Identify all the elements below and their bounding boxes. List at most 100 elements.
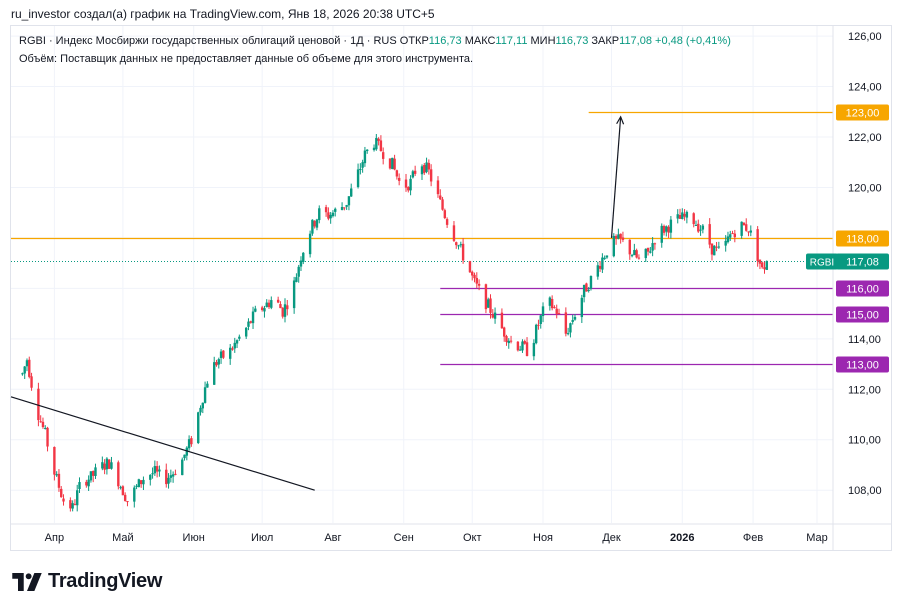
candle-body bbox=[637, 257, 641, 259]
legend-high-value: 117,11 bbox=[495, 35, 528, 47]
candle-body bbox=[758, 259, 762, 264]
candle-body bbox=[201, 402, 204, 409]
price-line-labels: 123,00 118,00 116,00 115,00 113,00 RGBI 117,08 bbox=[806, 104, 889, 373]
candle-body bbox=[660, 225, 663, 243]
candle-body bbox=[318, 208, 321, 221]
candle-body bbox=[229, 347, 232, 359]
grid bbox=[11, 26, 833, 523]
candle-body bbox=[548, 297, 552, 306]
candle-body bbox=[614, 236, 618, 239]
candle-body bbox=[644, 248, 647, 259]
candle-body bbox=[199, 407, 202, 413]
candle-body bbox=[375, 137, 378, 150]
candle-body bbox=[381, 152, 385, 159]
candle-body bbox=[295, 277, 298, 282]
candle-body bbox=[217, 359, 220, 365]
candle-body bbox=[761, 262, 764, 268]
candle-body bbox=[692, 213, 695, 225]
candle-body bbox=[308, 233, 312, 255]
candle-body bbox=[135, 485, 138, 487]
candle-body bbox=[411, 171, 415, 178]
candle-body bbox=[461, 243, 465, 261]
candle-body bbox=[238, 336, 241, 339]
candle-body bbox=[731, 233, 734, 235]
candle-body bbox=[57, 473, 61, 488]
candle-body bbox=[73, 503, 77, 505]
candle-body bbox=[254, 308, 257, 312]
candle-body bbox=[564, 312, 568, 334]
price-line-tag-text: 115,00 bbox=[846, 310, 879, 322]
candle-body bbox=[537, 324, 540, 326]
candle-body bbox=[105, 458, 109, 470]
x-tick-label: Авг bbox=[324, 532, 341, 544]
candle-body bbox=[126, 501, 129, 503]
candle-body bbox=[119, 487, 122, 489]
candle-body bbox=[76, 490, 79, 506]
candle-body bbox=[694, 224, 698, 226]
candle-body bbox=[103, 463, 106, 470]
candle-body bbox=[587, 289, 590, 291]
candle-body bbox=[534, 324, 538, 344]
candle-body bbox=[500, 312, 504, 329]
candle-body bbox=[329, 214, 332, 219]
candle-body bbox=[539, 315, 542, 324]
candle-body bbox=[171, 474, 175, 477]
y-tick-label: 122,00 bbox=[848, 132, 882, 144]
candle-body bbox=[509, 340, 513, 342]
candle-body bbox=[507, 340, 510, 344]
candle-body bbox=[327, 212, 330, 219]
candle-body bbox=[487, 299, 490, 308]
candle-body bbox=[605, 255, 609, 258]
candle-body bbox=[455, 242, 458, 246]
legend-change: +0,48 (+0,41%) bbox=[655, 35, 731, 47]
candle-body bbox=[420, 166, 424, 175]
candle-body bbox=[681, 212, 684, 219]
candle-body bbox=[667, 226, 670, 233]
candle-body bbox=[213, 362, 216, 385]
candle-body bbox=[299, 260, 303, 267]
candle-body bbox=[235, 340, 239, 344]
candle-body bbox=[233, 342, 236, 349]
candle-body bbox=[665, 226, 668, 232]
candle-body bbox=[619, 233, 622, 239]
candle-body bbox=[39, 421, 42, 423]
candle-body bbox=[708, 224, 711, 245]
candle-body bbox=[557, 313, 561, 315]
candle-body bbox=[580, 297, 584, 318]
candle-body bbox=[697, 223, 700, 232]
candle-body bbox=[717, 246, 721, 248]
candle-body bbox=[503, 327, 506, 337]
legend-title: RGBI · Индекс Мосбиржи государственных о… bbox=[19, 35, 397, 47]
candle-body bbox=[436, 180, 440, 195]
candle-body bbox=[142, 479, 145, 485]
y-tick-label: 114,00 bbox=[848, 334, 881, 346]
candle-body bbox=[516, 341, 520, 351]
tradingview-logo[interactable]: TradingView bbox=[12, 570, 162, 593]
candle-body bbox=[505, 336, 508, 342]
candle-body bbox=[425, 162, 428, 172]
candle-body bbox=[729, 234, 732, 238]
current-price-tag-text: 117,08 bbox=[846, 257, 879, 269]
arrow-shaft bbox=[610, 116, 622, 238]
legend-close-label: ЗАКР bbox=[591, 35, 620, 47]
x-tick-label: Май bbox=[112, 532, 134, 544]
candle-body bbox=[30, 376, 33, 388]
candle-body bbox=[139, 480, 143, 485]
candle-body bbox=[532, 342, 536, 357]
candle-body bbox=[137, 479, 141, 488]
x-tick-label: Дек bbox=[602, 532, 621, 544]
candle-body bbox=[601, 257, 604, 270]
candle-body bbox=[270, 300, 273, 308]
candle-body bbox=[60, 488, 63, 498]
candle-body bbox=[475, 277, 478, 284]
current-price-tag bbox=[836, 253, 889, 270]
candle-body bbox=[555, 308, 558, 314]
candle-body bbox=[763, 267, 766, 270]
drawings[interactable] bbox=[10, 115, 625, 491]
price-line-tag-text: 118,00 bbox=[846, 234, 879, 246]
candle-body bbox=[110, 462, 113, 469]
candle-body bbox=[598, 265, 602, 269]
candle-body bbox=[553, 307, 556, 309]
candle-body bbox=[53, 446, 56, 475]
